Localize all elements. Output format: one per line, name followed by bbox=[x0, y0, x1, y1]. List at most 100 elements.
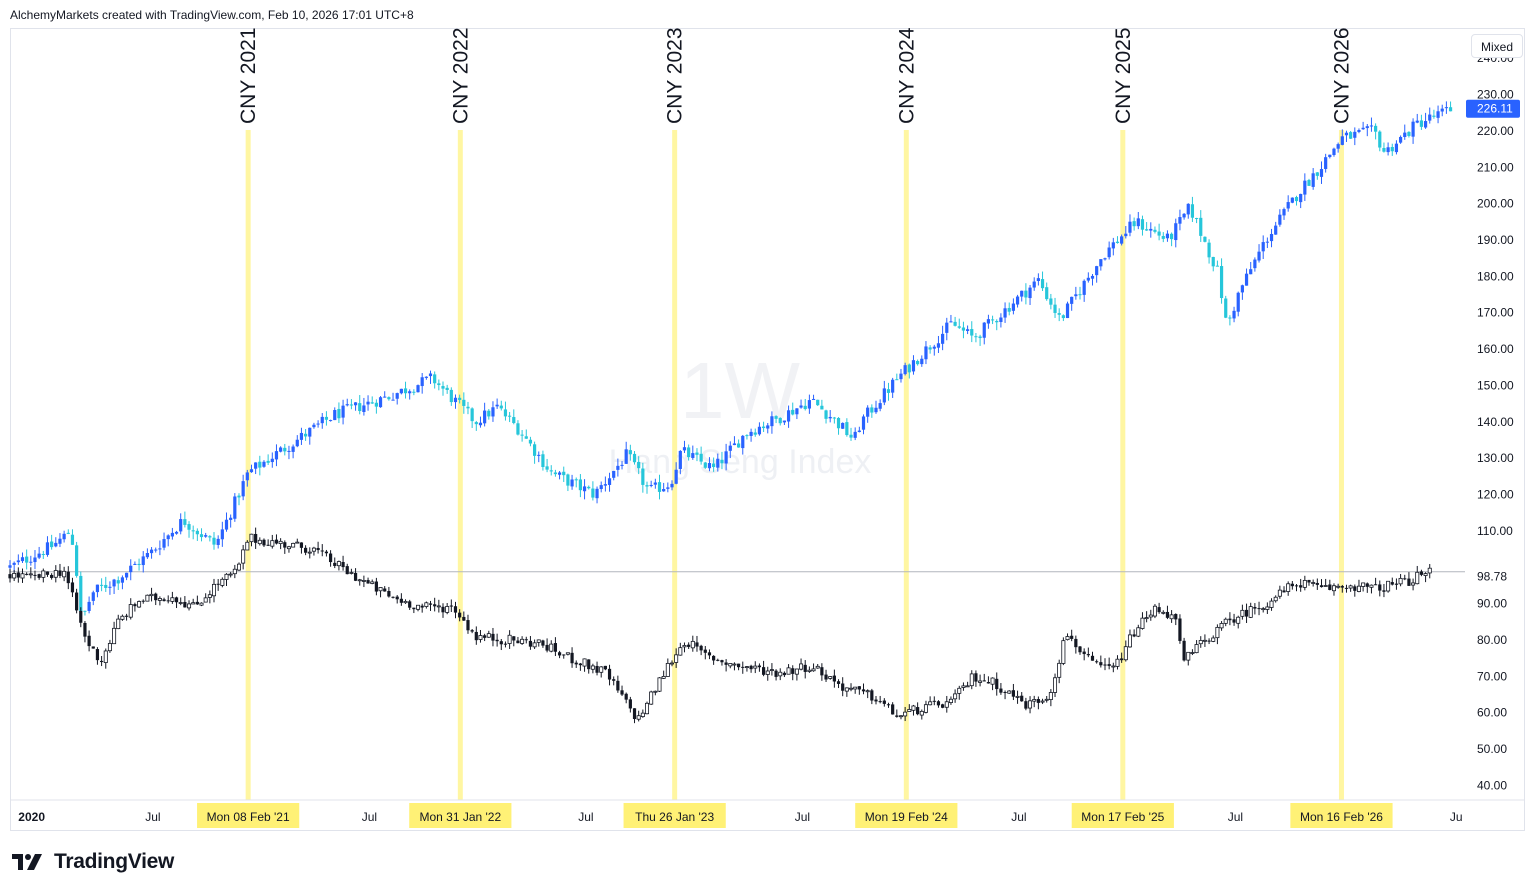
x-event-date-label: Mon 31 Jan '22 bbox=[409, 803, 512, 828]
upper-candle bbox=[1382, 142, 1386, 153]
lower-candle bbox=[1074, 635, 1078, 654]
upper-candle bbox=[778, 417, 782, 426]
lower-candle bbox=[778, 668, 783, 681]
upper-candle bbox=[924, 341, 928, 365]
upper-candle bbox=[141, 551, 145, 573]
y-tick-label: 160.00 bbox=[1477, 342, 1514, 356]
upper-candle bbox=[229, 514, 233, 528]
upper-candle bbox=[1444, 101, 1448, 114]
upper-candle bbox=[33, 550, 37, 570]
lower-candle bbox=[582, 658, 587, 672]
upper-candle bbox=[1361, 121, 1365, 130]
lower-candle bbox=[1120, 652, 1124, 663]
upper-candle bbox=[1020, 290, 1024, 302]
lower-candle bbox=[374, 577, 378, 596]
upper-candle bbox=[1423, 112, 1428, 129]
lower-candle bbox=[91, 646, 95, 649]
lower-candle bbox=[898, 715, 903, 720]
upper-candle bbox=[1319, 161, 1324, 184]
lower-candle bbox=[199, 602, 204, 607]
lower-candle bbox=[1070, 629, 1074, 642]
lower-candle bbox=[1061, 637, 1066, 666]
lower-candle bbox=[495, 633, 499, 647]
lower-candle bbox=[549, 640, 554, 653]
upper-candle bbox=[1328, 154, 1332, 159]
lower-candle bbox=[307, 547, 312, 559]
lower-candle bbox=[1152, 604, 1157, 619]
lower-candle bbox=[1211, 635, 1216, 643]
lower-candle bbox=[462, 611, 466, 621]
upper-candle bbox=[433, 371, 437, 389]
upper-candle bbox=[1015, 294, 1020, 308]
y-tick-label: 200.00 bbox=[1477, 197, 1514, 211]
upper-candle bbox=[441, 381, 445, 396]
scale-mode-button[interactable]: Mixed bbox=[1471, 34, 1523, 58]
upper-candle bbox=[699, 446, 703, 465]
y-axis[interactable]: 240.00230.00220.00210.00200.00190.00180.… bbox=[1466, 51, 1520, 792]
upper-candle bbox=[1049, 293, 1053, 310]
upper-candle bbox=[620, 461, 624, 470]
lower-candle bbox=[320, 544, 324, 557]
upper-candle bbox=[1428, 107, 1432, 124]
lower-candle bbox=[79, 607, 83, 628]
upper-candle bbox=[324, 411, 329, 426]
upper-candle bbox=[1165, 230, 1170, 242]
upper-candle bbox=[1053, 297, 1057, 318]
x-axis[interactable]: 2020 Jul Mon 08 Feb '21 Jul Mon 31 Jan '22 Ju… bbox=[10, 799, 1525, 828]
upper-candle bbox=[874, 400, 878, 414]
lower-candle bbox=[682, 642, 687, 653]
lower-candle bbox=[207, 590, 212, 604]
lower-candle bbox=[1294, 583, 1299, 592]
upper-candle bbox=[387, 396, 391, 401]
upper-candle bbox=[1186, 203, 1190, 219]
upper-candle bbox=[474, 420, 478, 431]
event-band-3 bbox=[672, 130, 678, 800]
upper-candle bbox=[254, 462, 258, 475]
svg-text:Mon 16 Feb '26: Mon 16 Feb '26 bbox=[1300, 810, 1383, 824]
upper-candle bbox=[1357, 128, 1361, 134]
upper-candle bbox=[358, 395, 362, 415]
event-highlights bbox=[245, 130, 1344, 800]
upper-candle bbox=[970, 321, 974, 343]
lower-candle bbox=[965, 681, 970, 688]
lower-candle bbox=[299, 542, 304, 554]
lower-candle bbox=[595, 661, 599, 676]
upper-candle bbox=[75, 541, 79, 578]
lower-candle bbox=[391, 596, 395, 599]
upper-candle bbox=[961, 321, 966, 339]
upper-candle bbox=[745, 434, 749, 440]
lower-candle bbox=[70, 577, 75, 598]
lower-candle bbox=[724, 659, 728, 672]
tradingview-brand[interactable]: TradingView bbox=[12, 850, 174, 874]
upper-candle bbox=[1315, 172, 1319, 180]
lower-candle bbox=[794, 668, 799, 681]
upper-candle bbox=[1103, 257, 1107, 261]
upper-candle bbox=[570, 474, 574, 490]
upper-candle bbox=[761, 421, 766, 433]
lower-candle bbox=[936, 700, 941, 708]
lower-candle bbox=[412, 607, 416, 614]
x-tick-label: Ju bbox=[1450, 810, 1463, 824]
upper-candle bbox=[120, 575, 125, 590]
upper-candle bbox=[204, 532, 208, 538]
upper-candle bbox=[845, 418, 849, 437]
lower-candle bbox=[470, 628, 474, 634]
lower-candle bbox=[474, 626, 478, 645]
lower-candle bbox=[408, 599, 412, 610]
upper-candle bbox=[462, 392, 466, 414]
lower-candle bbox=[870, 688, 874, 705]
lower-candle bbox=[669, 660, 674, 667]
lower-candle bbox=[137, 600, 142, 608]
upper-candle bbox=[412, 389, 416, 396]
upper-candle bbox=[1028, 284, 1032, 306]
lower-candle bbox=[1103, 658, 1107, 671]
svg-text:Mon 19 Feb '24: Mon 19 Feb '24 bbox=[865, 810, 948, 824]
upper-candle bbox=[179, 513, 183, 535]
y-tick-label: 140.00 bbox=[1477, 415, 1514, 429]
lower-candle bbox=[1340, 584, 1344, 593]
upper-candle bbox=[1374, 123, 1378, 140]
lower-candle bbox=[345, 563, 349, 575]
lower-candle bbox=[453, 601, 458, 619]
tradingview-logo-icon bbox=[12, 854, 42, 870]
